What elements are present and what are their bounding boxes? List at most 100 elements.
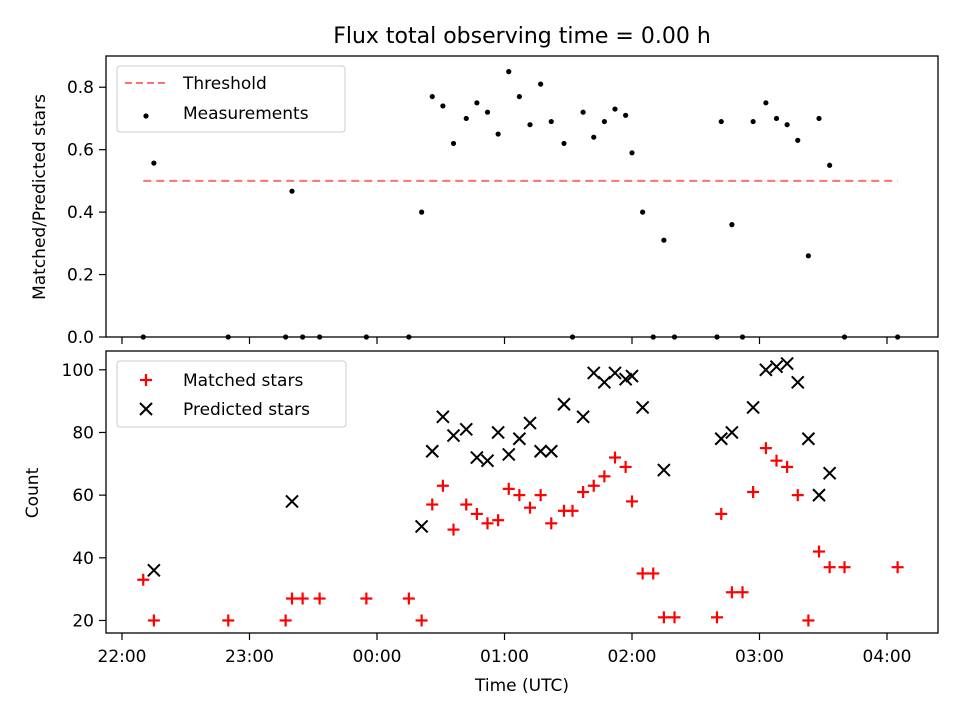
predicted-star-point: [480, 453, 495, 468]
measurement-point: [795, 137, 801, 143]
predicted-star-point: [769, 359, 784, 374]
top-ytick-label: 0.6: [67, 141, 94, 161]
matched-star-point: [711, 611, 723, 624]
matched-star-point: [823, 561, 836, 574]
bottom-y-axis-label: Count: [23, 467, 43, 518]
measurement-point: [827, 162, 833, 168]
matched-star-point: [715, 507, 728, 520]
xtick-label: 01:00: [480, 647, 529, 667]
matched-star-point: [360, 592, 373, 605]
matched-star-point: [513, 489, 526, 502]
predicted-star-point: [780, 356, 794, 371]
bottom-ytick-label: 80: [72, 423, 94, 443]
matched-star-point: [891, 561, 904, 574]
predicted-star-point: [657, 463, 671, 477]
matched-star-point: [759, 442, 772, 455]
measurement-point: [629, 150, 635, 156]
matched-star-point: [137, 573, 150, 586]
predicted-star-point: [714, 432, 728, 446]
top-legend: Threshold Measurements: [116, 65, 346, 133]
matched-legend-swatch: [140, 374, 152, 386]
top-ytick-label: 0.4: [67, 203, 94, 223]
measurement-point: [548, 118, 554, 125]
threshold-legend-label: Threshold: [182, 74, 267, 94]
predicted-star-point: [759, 363, 773, 377]
matched-star-point: [736, 586, 749, 599]
predicted-star-point: [502, 447, 516, 462]
predicted-star-point: [446, 428, 461, 443]
matched-star-point: [813, 545, 825, 558]
matched-star-point: [313, 592, 326, 605]
matched-star-point: [725, 586, 738, 599]
measurement-point: [506, 69, 512, 75]
matched-star-point: [279, 614, 292, 627]
matched-star-point: [770, 454, 783, 467]
bottom-ytick-label: 100: [62, 361, 94, 381]
bottom-y-axis: 20 40 60 80 100: [62, 361, 106, 631]
predicted-star-point: [725, 425, 739, 440]
measurement-point: [773, 115, 780, 122]
predicted-star-point: [618, 372, 633, 386]
matched-star-point: [587, 479, 600, 492]
matched-star-point: [781, 460, 794, 473]
bottom-plot-area: [137, 356, 904, 627]
measurement-point: [527, 122, 533, 128]
matched-star-point: [566, 504, 579, 517]
measurement-point: [763, 100, 769, 106]
matched-star-point: [545, 517, 558, 530]
matched-star-point: [492, 514, 505, 527]
top-ytick-label: 0.2: [67, 266, 94, 286]
predicted-star-point: [533, 444, 548, 458]
bottom-axes-frame: [105, 350, 939, 634]
measurement-point: [623, 112, 629, 118]
bottom-legend: Matched stars Predicted stars: [116, 360, 347, 428]
top-axes-frame: [105, 55, 939, 338]
predicted-star-point: [436, 410, 450, 424]
predicted-star-point: [491, 425, 505, 440]
predicted-star-point: [625, 369, 639, 383]
measurement-point: [729, 222, 735, 228]
measurement-point: [450, 140, 457, 147]
measurement-point: [750, 118, 756, 125]
xtick-label: 02:00: [608, 647, 657, 667]
matched-star-point: [147, 614, 160, 627]
xtick-label: 23:00: [225, 647, 274, 667]
predicted-star-point: [587, 366, 601, 380]
predicted-star-point: [608, 366, 622, 380]
measurement-point: [419, 209, 425, 215]
chart-title: Flux total observing time = 0.00 h: [333, 24, 711, 49]
matched-star-point: [524, 501, 536, 514]
measurement-point: [495, 131, 501, 137]
predicted-star-point: [746, 400, 760, 415]
predicted-star-point: [822, 466, 837, 480]
matched-star-point: [619, 460, 632, 473]
measurement-point: [474, 100, 480, 106]
predicted-star-point: [425, 444, 439, 458]
matched-star-point: [222, 614, 235, 627]
measurements-legend-swatch: [143, 113, 149, 119]
bottom-ytick-label: 40: [72, 549, 94, 569]
matched-star-point: [802, 614, 815, 627]
measurement-point: [429, 93, 435, 100]
matched-star-point: [402, 592, 415, 605]
predicted-star-point: [459, 422, 473, 437]
matched-star-point: [415, 614, 428, 627]
matched-star-point: [747, 486, 760, 498]
top-x-axis-ticks: [121, 337, 888, 344]
matched-star-point: [647, 567, 660, 580]
measurement-point: [463, 115, 469, 122]
predicted-star-point: [544, 444, 558, 458]
predicted-legend-swatch: [139, 402, 153, 416]
xtick-label: 04:00: [863, 647, 912, 667]
matched-star-point: [502, 482, 515, 495]
predicted-star-point: [470, 450, 484, 465]
bottom-panel: 20 40 60 80 100 22:00 23:00 00:00 01:00 02:00 03:…: [23, 350, 939, 696]
bottom-x-axis: 22:00 23:00 00:00 01:00 02:00 03:00 04:00: [98, 633, 912, 667]
matched-star-point: [447, 523, 460, 536]
bottom-ytick-label: 20: [72, 611, 94, 631]
measurement-point: [784, 122, 790, 128]
measurement-point: [440, 103, 446, 109]
matched-star-point: [481, 517, 494, 530]
matched-star-point: [534, 489, 547, 502]
